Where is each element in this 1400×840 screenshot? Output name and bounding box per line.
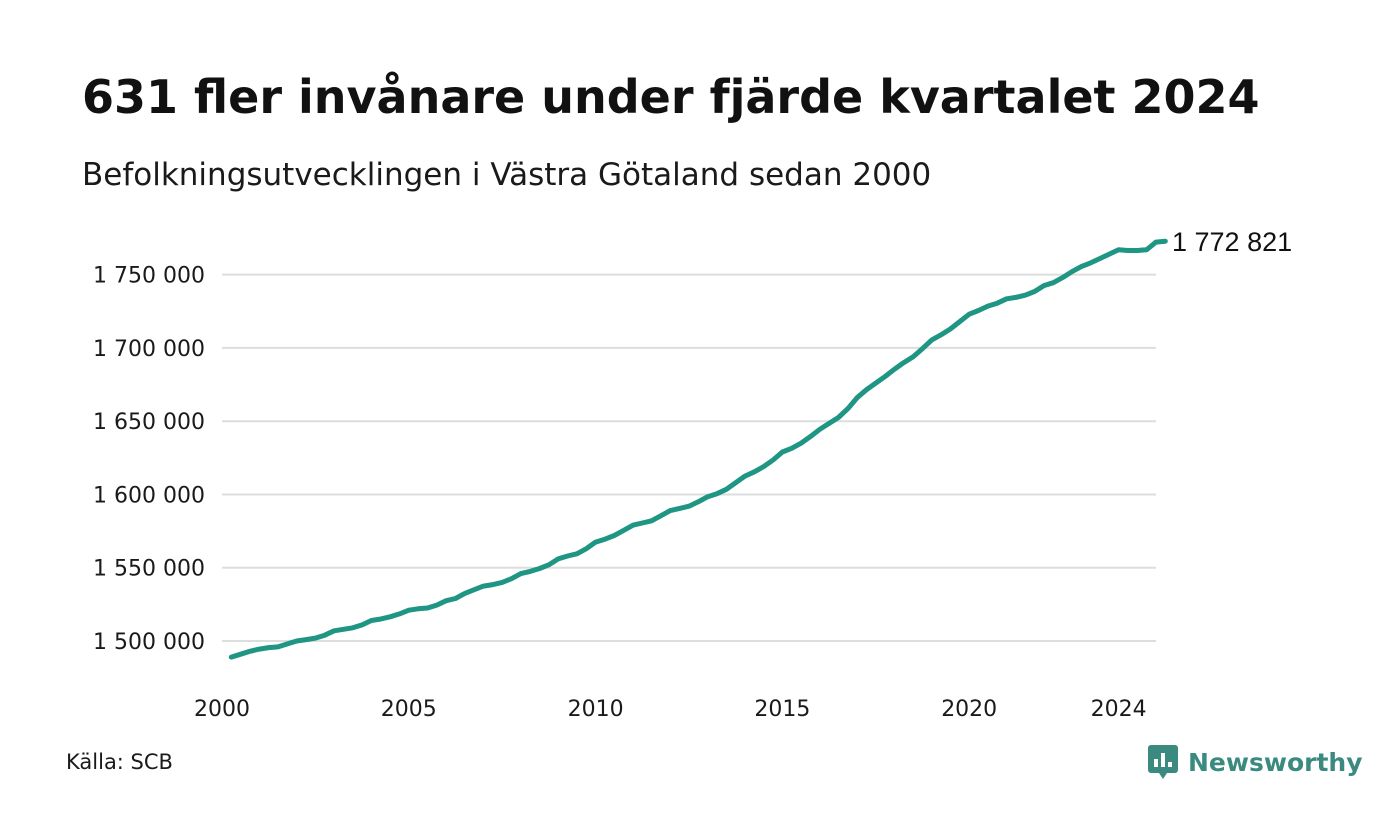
population-series-line: [228, 238, 1168, 660]
source-note: Källa: SCB: [66, 750, 173, 774]
x-tick-label: 2015: [754, 697, 810, 722]
y-tick-label: 1 750 000: [93, 264, 205, 289]
y-tick-label: 1 500 000: [93, 630, 205, 655]
newsworthy-logo: Newsworthy: [1148, 745, 1363, 779]
end-value-label: 1 772 821: [1172, 227, 1292, 257]
x-tick-label: 2020: [941, 697, 997, 722]
grid-lines: [222, 273, 1156, 643]
y-tick-label: 1 650 000: [93, 410, 205, 435]
x-tick-label: 2010: [568, 697, 624, 722]
series-layer: [228, 238, 1168, 660]
chart-title: 631 fler invånare under fjärde kvartalet…: [82, 70, 1260, 124]
end-label-layer: 1 772 821: [1172, 227, 1292, 257]
x-tick-label: 2005: [381, 697, 437, 722]
logo-text: Newsworthy: [1188, 747, 1363, 777]
chart-subtitle: Befolkningsutvecklingen i Västra Götalan…: [82, 157, 932, 193]
y-tick-label: 1 600 000: [93, 483, 205, 508]
x-tick-label: 2000: [194, 697, 250, 722]
y-tick-label: 1 550 000: [93, 557, 205, 582]
x-tick-label: 2024: [1091, 697, 1147, 722]
y-tick-label: 1 700 000: [93, 337, 205, 362]
y-axis-ticks: 1 500 000 1 550 000 1 600 000 1 650 000 1 70…: [93, 264, 205, 655]
x-axis-ticks: 2000 2005 2010 2015 2020 2024: [194, 697, 1147, 722]
bar-chart-speech-bubble-icon: [1148, 745, 1178, 779]
line-chart: 1 500 000 1 550 000 1 600 000 1 650 000 1 70…: [93, 227, 1292, 722]
